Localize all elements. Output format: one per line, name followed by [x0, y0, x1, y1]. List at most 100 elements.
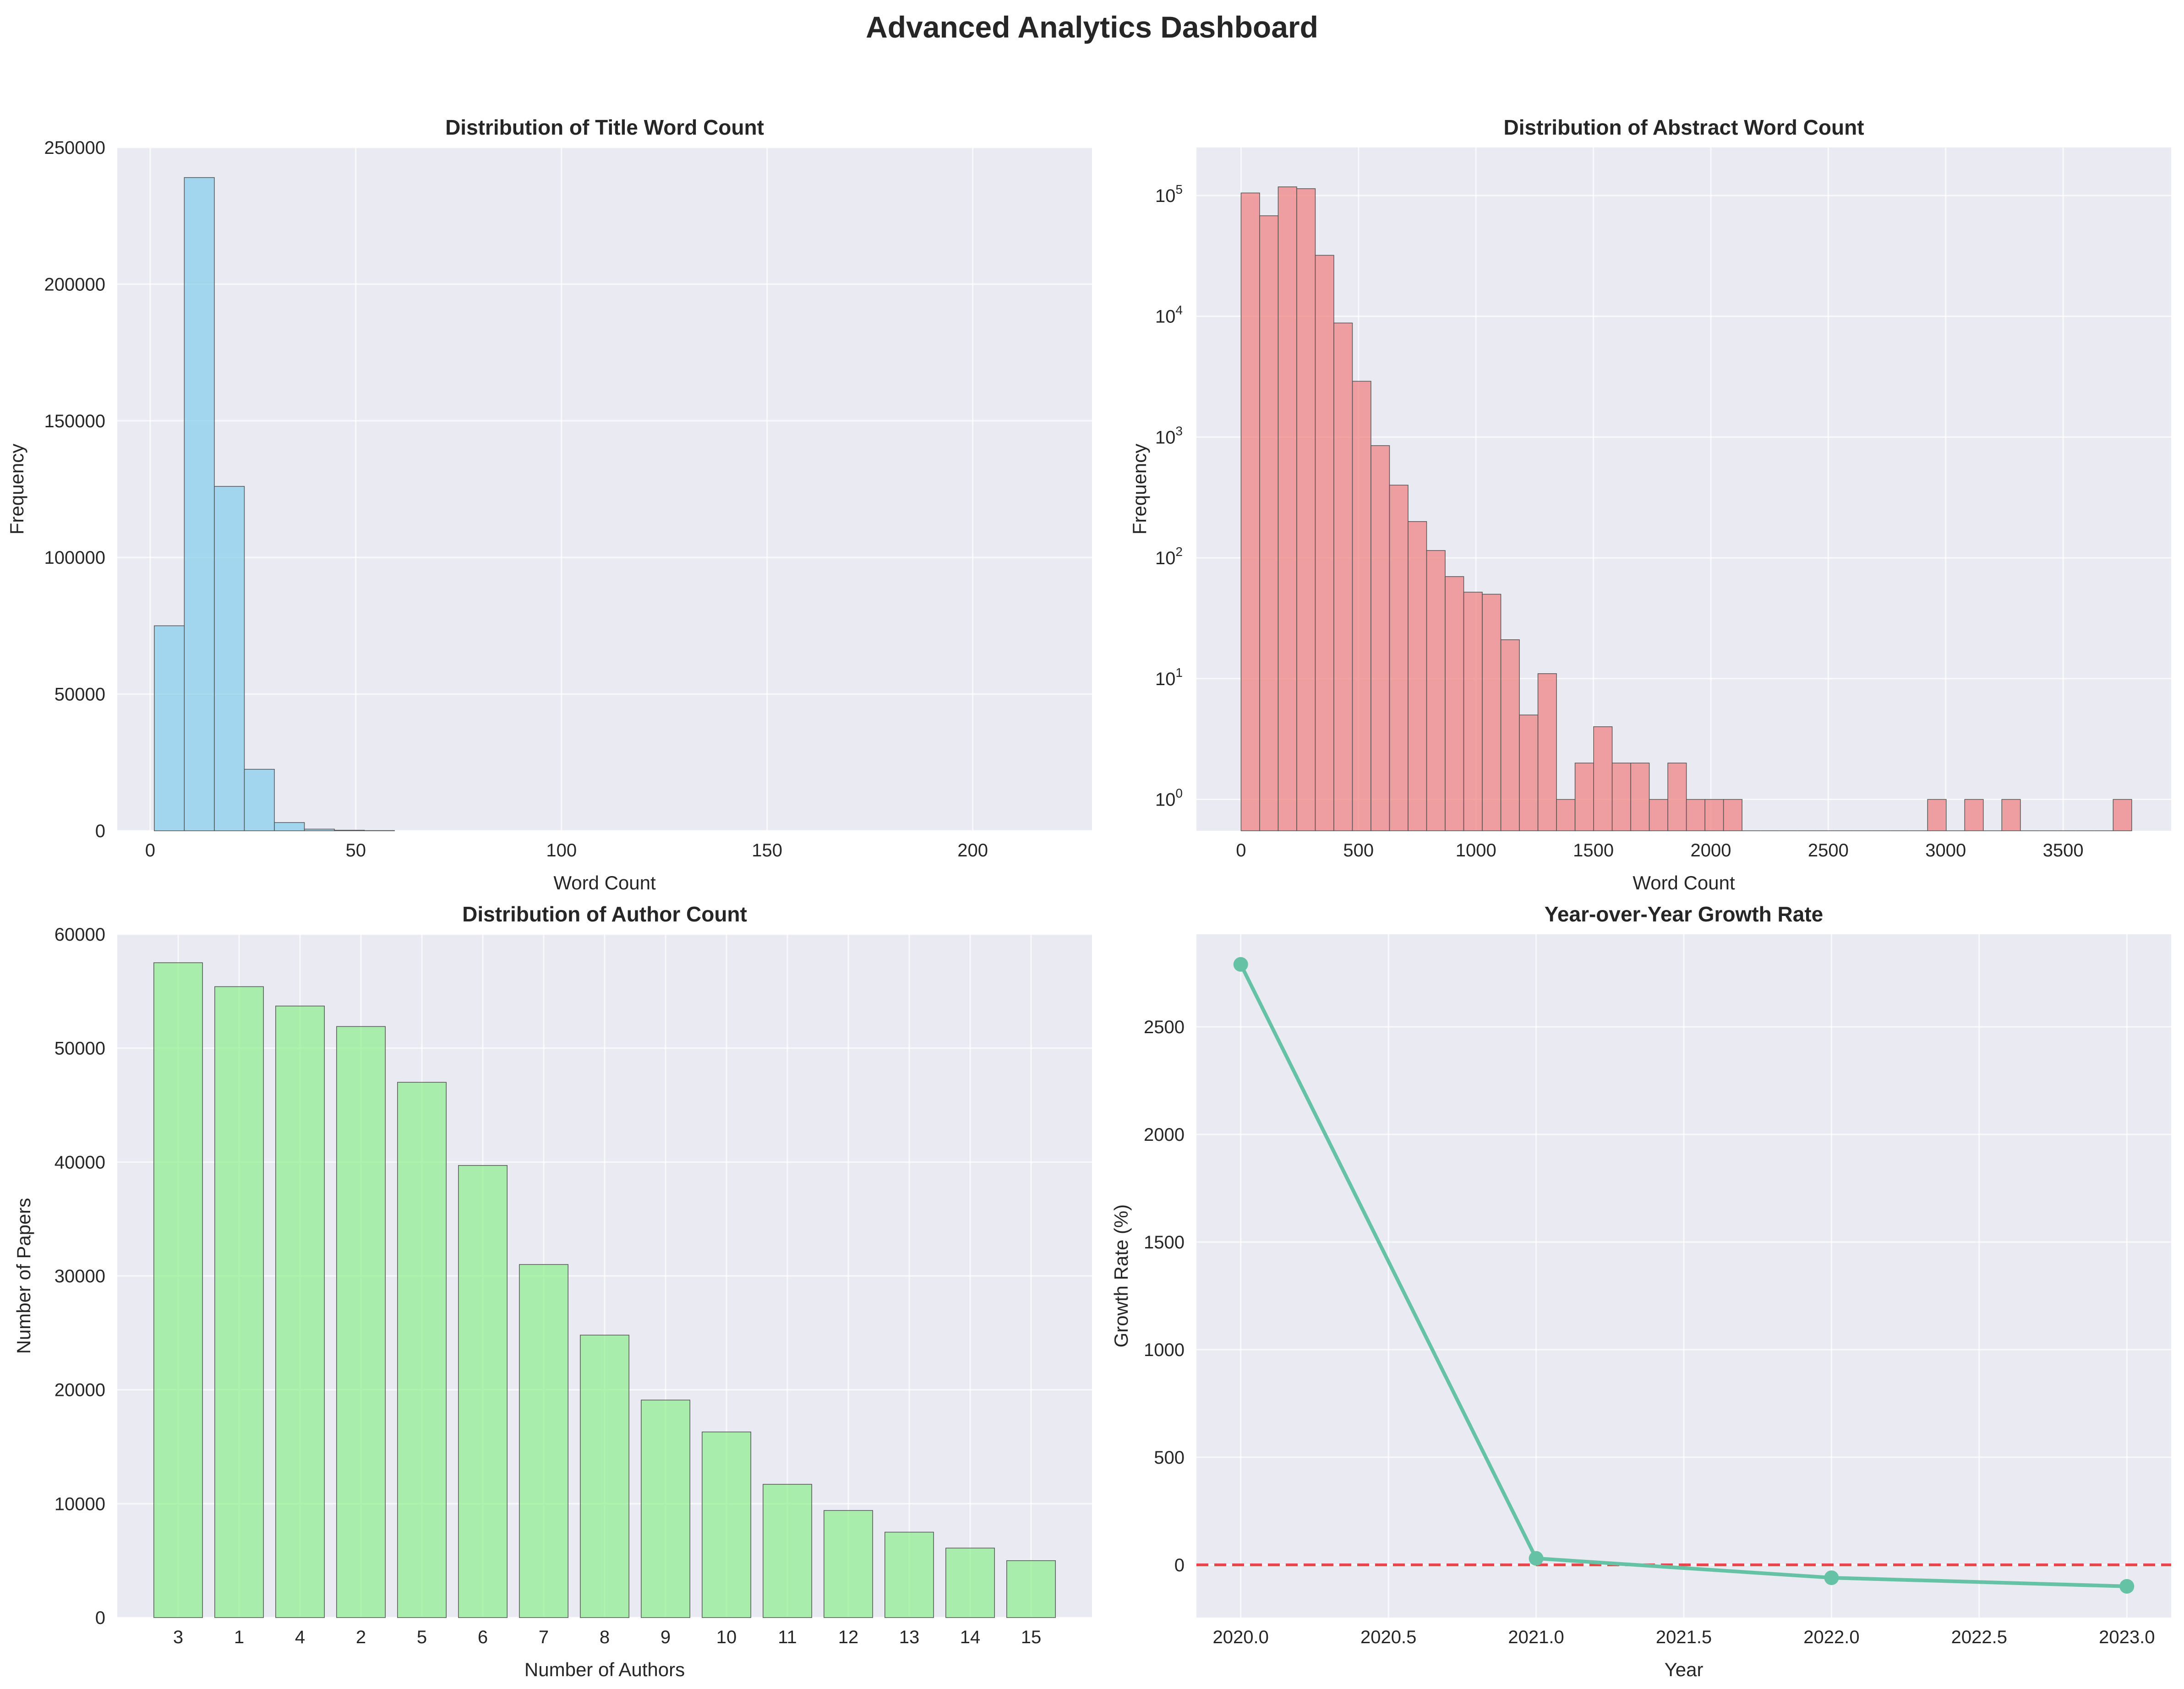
authors-chart-x-tick-label: 3 [173, 1627, 183, 1647]
abstract-chart-bar [1723, 799, 1742, 831]
authors-chart-x-tick-label: 2 [356, 1627, 366, 1647]
authors-chart-bar [214, 986, 264, 1618]
authors-chart-x-tick-label: 6 [478, 1627, 488, 1647]
authors-chart-x-axis-label: Number of Authors [524, 1659, 685, 1680]
abstract-chart-bar [1426, 550, 1446, 831]
authors-chart-bar [885, 1531, 934, 1618]
growth-chart-y-tick-label: 0 [1174, 1555, 1185, 1575]
authors-chart-bar [641, 1400, 690, 1618]
abstract-chart-bar [1315, 255, 1334, 831]
abstract-chart-bar [1463, 592, 1483, 831]
growth-chart-x-tick-label: 2023.0 [2099, 1627, 2155, 1647]
abstract-chart-bar [1611, 763, 1631, 831]
abstract-chart-bar [1630, 763, 1650, 831]
growth-chart-y-tick-label: 500 [1154, 1448, 1185, 1468]
title-chart-bar [334, 830, 365, 831]
title-chart-bar [274, 822, 305, 831]
abstract-chart-bar [1408, 521, 1427, 831]
dashboard-title: Advanced Analytics Dashboard [866, 10, 1318, 44]
growth-chart-title: Year-over-Year Growth Rate [1545, 902, 1823, 926]
growth-chart-data-point [1529, 1551, 1544, 1566]
abstract-chart-x-tick-label: 2500 [1808, 840, 1849, 861]
abstract-chart-bar [1278, 186, 1297, 831]
authors-chart-y-tick-label: 10000 [55, 1494, 105, 1514]
authors-chart-bar [519, 1264, 568, 1618]
abstract-chart-bar [1649, 799, 1668, 831]
abstract-chart-bar [1482, 594, 1502, 831]
growth-chart-x-tick-label: 2022.5 [1951, 1627, 2007, 1647]
abstract-chart-bar [1389, 485, 1409, 831]
abstract-chart-y-tick-label: 104 [1155, 303, 1183, 327]
authors-chart-bar [580, 1335, 629, 1618]
authors-chart-y-axis-label: Number of Papers [13, 1198, 34, 1354]
abstract-chart-bar [1593, 726, 1613, 831]
title-chart-bar [244, 768, 275, 831]
authors-chart-bar [763, 1484, 812, 1618]
abstract-chart-y-tick-label: 100 [1155, 786, 1183, 810]
growth-chart-x-tick-label: 2021.0 [1508, 1627, 1564, 1647]
title-chart-bar [154, 625, 185, 831]
abstract-chart-bar [1296, 188, 1316, 831]
abstract-chart-y-tick-label: 105 [1155, 182, 1183, 206]
authors-chart-bar [702, 1431, 751, 1618]
abstract-chart-bar [1240, 192, 1260, 831]
authors-chart-bar [275, 1005, 325, 1618]
title-chart-x-tick-label: 100 [546, 840, 577, 861]
growth-chart-y-tick-label: 2500 [1144, 1017, 1185, 1037]
abstract-chart-bar [1370, 445, 1390, 831]
authors-chart-x-tick-label: 4 [295, 1627, 305, 1647]
growth-chart-series-line [1239, 964, 2127, 1588]
abstract-chart-bar [1574, 763, 1594, 831]
authors-chart-bar [824, 1510, 873, 1618]
abstract-chart-bar [1667, 763, 1687, 831]
title-chart-x-tick-label: 50 [346, 840, 366, 861]
authors-chart-y-tick-label: 50000 [55, 1039, 105, 1059]
abstract-chart-bar [1556, 799, 1576, 831]
abstract-chart-bar [1704, 799, 1724, 831]
abstract-chart-bar [1927, 799, 1947, 831]
authors-chart-x-tick-label: 14 [960, 1627, 981, 1647]
abstract-chart-bar [1519, 714, 1539, 831]
title-chart-title: Distribution of Title Word Count [445, 115, 764, 139]
authors-chart-x-tick-label: 12 [838, 1627, 859, 1647]
title-chart-plot-area [117, 147, 1092, 831]
title-chart-bar [214, 486, 245, 831]
abstract-chart-x-axis-label: Word Count [1633, 872, 1735, 894]
authors-chart-x-tick-label: 5 [417, 1627, 427, 1647]
abstract-chart-y-axis-label: Frequency [1129, 444, 1150, 534]
growth-chart-data-point [1824, 1570, 1839, 1585]
growth-chart-x-tick-label: 2020.0 [1213, 1627, 1269, 1647]
title-chart-y-tick-label: 0 [95, 821, 105, 841]
title-chart-x-tick-label: 150 [752, 840, 782, 861]
growth-chart-x-tick-label: 2021.5 [1656, 1627, 1712, 1647]
growth-chart-y-tick-label: 1500 [1144, 1232, 1185, 1253]
abstract-chart-title: Distribution of Abstract Word Count [1503, 115, 1864, 139]
authors-chart-y-tick-label: 40000 [55, 1152, 105, 1172]
authors-chart-x-tick-label: 13 [899, 1627, 920, 1647]
growth-chart-data-point [2119, 1579, 2135, 1594]
authors-chart-y-tick-label: 0 [95, 1608, 105, 1628]
title-chart-y-tick-label: 250000 [44, 138, 105, 158]
authors-chart-bar [397, 1082, 447, 1618]
authors-chart-x-tick-label: 10 [716, 1627, 737, 1647]
abstract-chart-bar [1445, 576, 1464, 831]
abstract-chart-x-tick-label: 500 [1343, 840, 1374, 861]
abstract-chart-bar [1352, 381, 1371, 831]
authors-chart-x-tick-label: 7 [539, 1627, 549, 1647]
authors-chart-x-tick-label: 1 [234, 1627, 244, 1647]
abstract-chart-bar [1259, 215, 1279, 831]
abstract-chart-bar [1686, 799, 1705, 831]
abstract-chart-bar [2113, 799, 2132, 831]
growth-chart-y-tick-label: 1000 [1144, 1340, 1185, 1360]
growth-chart-x-tick-label: 2022.0 [1803, 1627, 1859, 1647]
authors-chart-bar [945, 1547, 995, 1618]
abstract-chart-bar [1500, 639, 1520, 831]
growth-chart-data-point [1233, 957, 1248, 972]
abstract-chart-y-tick-label: 103 [1155, 424, 1183, 447]
authors-chart-bar [153, 962, 203, 1618]
abstract-chart-y-tick-label: 102 [1155, 545, 1183, 568]
title-chart-x-axis-label: Word Count [553, 872, 656, 894]
authors-chart-bar [1006, 1560, 1056, 1618]
title-chart-y-tick-label: 200000 [44, 274, 105, 294]
authors-chart-x-tick-label: 11 [778, 1627, 797, 1647]
